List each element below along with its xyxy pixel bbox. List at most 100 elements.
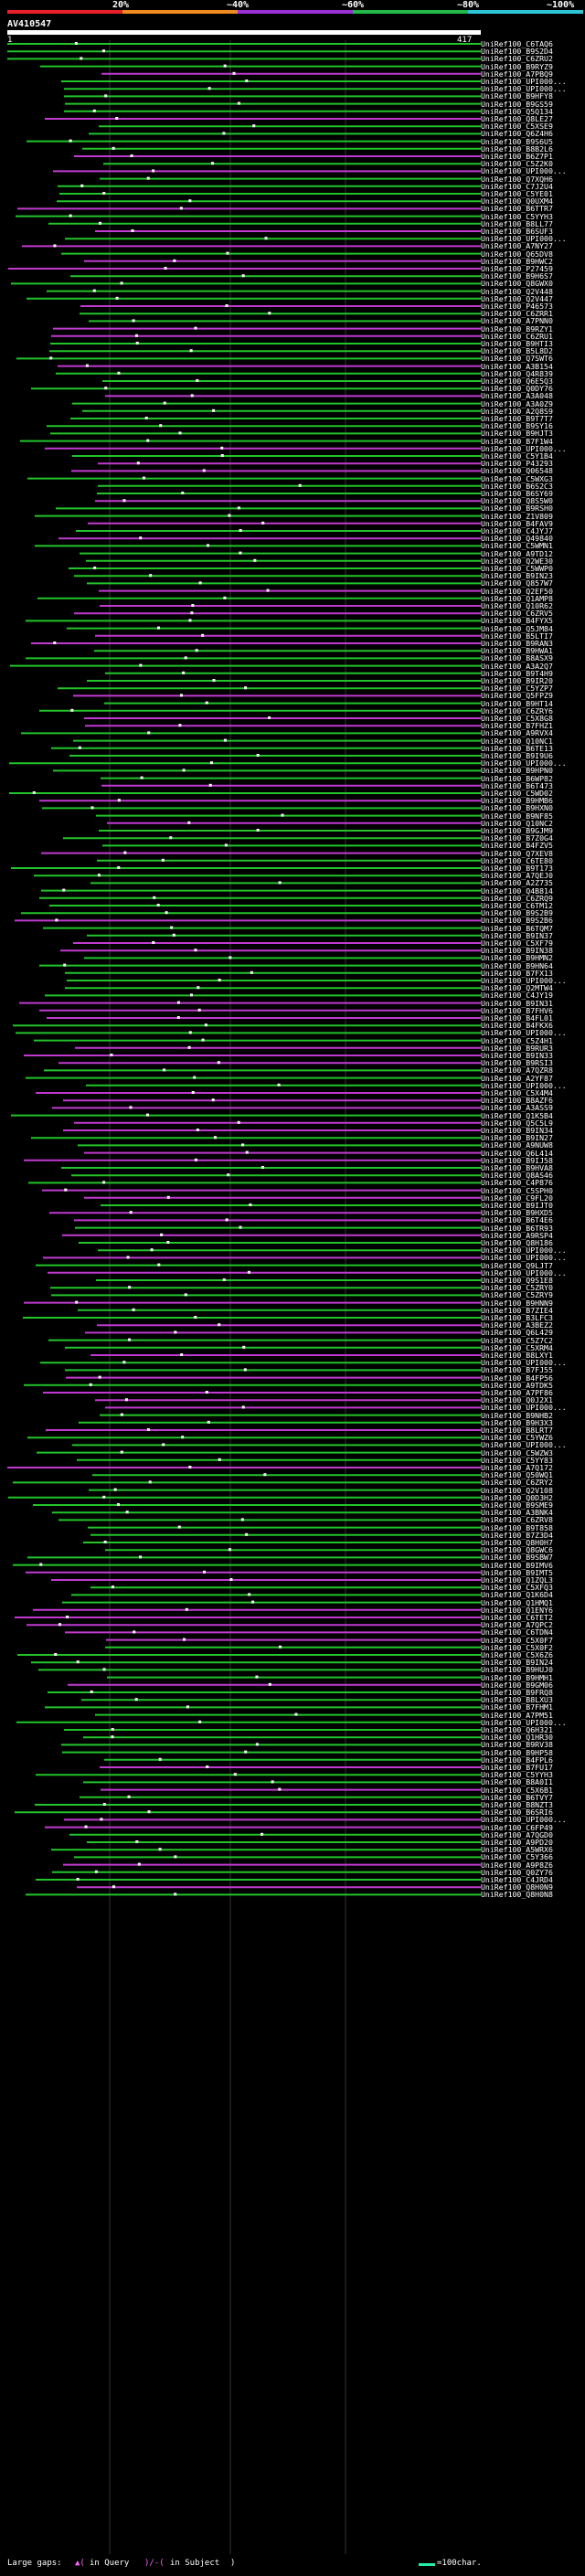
- hit-label[interactable]: UniRef100_C4JY19: [481, 991, 553, 1001]
- hit-label[interactable]: UniRef100_UPI000...: [481, 1267, 567, 1277]
- hit-label[interactable]: UniRef100_B9GM06: [481, 1680, 553, 1690]
- hit-label[interactable]: UniRef100_C5XF79: [481, 938, 553, 948]
- hit-label[interactable]: UniRef100_C5WWP0: [481, 564, 553, 573]
- hit-label[interactable]: UniRef100_UPI000...: [481, 1403, 567, 1413]
- hit-label[interactable]: UniRef100_B7FHZ1: [481, 721, 553, 731]
- hit-label[interactable]: UniRef100_C6ZRY6: [481, 705, 553, 716]
- hit-label[interactable]: UniRef100_UPI000...: [481, 443, 567, 453]
- hit-label[interactable]: UniRef100_B4FAV9: [481, 518, 553, 528]
- hit-label[interactable]: UniRef100_UPI000...: [481, 1028, 567, 1038]
- hit-label[interactable]: UniRef100_B9S2D4: [481, 47, 553, 57]
- hit-label[interactable]: UniRef100_B9T7T7: [481, 414, 553, 423]
- hit-label[interactable]: UniRef100_B9FRQ8: [481, 1688, 553, 1697]
- hit-label[interactable]: UniRef100_B9SY16: [481, 421, 553, 431]
- hit-label[interactable]: UniRef100_B6TQM7: [481, 923, 553, 933]
- hit-label[interactable]: UniRef100_Q8H186: [481, 1238, 553, 1247]
- hit-label[interactable]: UniRef100_A9NUW8: [481, 1140, 553, 1150]
- hit-label[interactable]: UniRef100_B9RSI3: [481, 1058, 553, 1068]
- hit-label[interactable]: UniRef100_B9IN34: [481, 1126, 553, 1135]
- hit-label[interactable]: UniRef100_B6SUF3: [481, 227, 553, 236]
- hit-label[interactable]: UniRef100_Q857W7: [481, 578, 553, 588]
- hit-label[interactable]: UniRef100_Q0ZY76: [481, 1867, 553, 1877]
- hit-label[interactable]: UniRef100_C5YWZ6: [481, 1433, 553, 1443]
- hit-label[interactable]: UniRef100_C4P876: [481, 1178, 553, 1188]
- hit-label[interactable]: UniRef100_B6T473: [481, 780, 553, 790]
- hit-label[interactable]: UniRef100_B8NZT3: [481, 1800, 553, 1809]
- hit-label[interactable]: UniRef100_B9HJT3: [481, 429, 553, 439]
- hit-label[interactable]: UniRef100_Q5Q134: [481, 106, 553, 116]
- hit-label[interactable]: UniRef100_B9T858: [481, 1522, 553, 1532]
- hit-label[interactable]: UniRef100_B9HMH1: [481, 1672, 553, 1682]
- hit-label[interactable]: UniRef100_B9RSH0: [481, 504, 553, 514]
- hit-label[interactable]: UniRef100_B8LXY1: [481, 1351, 553, 1360]
- hit-label[interactable]: UniRef100_Q9LJT7: [481, 1260, 553, 1270]
- hit-label[interactable]: UniRef100_UPI000...: [481, 77, 567, 86]
- hit-label[interactable]: UniRef100_C5Y1B4: [481, 451, 553, 461]
- hit-label[interactable]: UniRef100_B9HT14: [481, 698, 553, 708]
- hit-label[interactable]: UniRef100_Q65DV8: [481, 249, 553, 259]
- hit-label[interactable]: UniRef100_A2Z735: [481, 878, 553, 888]
- hit-label[interactable]: UniRef100_C5Z2K0: [481, 159, 553, 169]
- hit-label[interactable]: UniRef100_B9HXN0: [481, 803, 553, 813]
- hit-label[interactable]: UniRef100_B9IMT5: [481, 1567, 553, 1577]
- hit-label[interactable]: UniRef100_C6ZRR1: [481, 309, 553, 319]
- hit-label[interactable]: UniRef100_B7F1W4: [481, 436, 553, 446]
- hit-label[interactable]: UniRef100_B5LTI7: [481, 631, 553, 641]
- hit-label[interactable]: UniRef100_Q6E5Q3: [481, 376, 553, 386]
- hit-label[interactable]: UniRef100_B4FL01: [481, 1013, 553, 1023]
- hit-label[interactable]: UniRef100_C5Z7C2: [481, 1335, 553, 1345]
- hit-label[interactable]: UniRef100_C5YZP7: [481, 684, 553, 694]
- hit-label[interactable]: UniRef100_Q1ENY6: [481, 1605, 553, 1615]
- hit-label[interactable]: UniRef100_Q0J2X1: [481, 1395, 553, 1405]
- hit-label[interactable]: UniRef100_B4FYX5: [481, 616, 553, 626]
- hit-label[interactable]: UniRef100_UPI000...: [481, 1080, 567, 1090]
- hit-label[interactable]: UniRef100_C5X4M4: [481, 1088, 553, 1097]
- hit-label[interactable]: UniRef100_C6ZRY2: [481, 1478, 553, 1488]
- hit-label[interactable]: UniRef100_B4FPL6: [481, 1754, 553, 1765]
- hit-label[interactable]: UniRef100_C5XRM4: [481, 1342, 553, 1352]
- hit-label[interactable]: UniRef100_B9H6S7: [481, 271, 553, 281]
- hit-label[interactable]: UniRef100_Q6H321: [481, 1725, 553, 1734]
- hit-label[interactable]: UniRef100_Q2V447: [481, 293, 553, 303]
- hit-label[interactable]: UniRef100_Q2V108: [481, 1485, 553, 1495]
- hit-label[interactable]: UniRef100_B9SME9: [481, 1500, 553, 1510]
- hit-label[interactable]: UniRef100_A3ASS9: [481, 1103, 553, 1113]
- hit-label[interactable]: UniRef100_UPI000...: [481, 758, 567, 769]
- hit-label[interactable]: UniRef100_B6WP82: [481, 773, 553, 783]
- hit-label[interactable]: UniRef100_Q2WE30: [481, 556, 553, 566]
- hit-label[interactable]: UniRef100_B9RYZ9: [481, 61, 553, 71]
- hit-label[interactable]: UniRef100_B8ASX9: [481, 653, 553, 663]
- hit-label[interactable]: UniRef100_Q1ZQL3: [481, 1575, 553, 1585]
- hit-label[interactable]: UniRef100_Q8AS46: [481, 1171, 553, 1181]
- hit-label[interactable]: UniRef100_B6TTR7: [481, 204, 553, 214]
- hit-label[interactable]: UniRef100_B8AZF6: [481, 1096, 553, 1106]
- hit-label[interactable]: UniRef100_Q1K6D4: [481, 1590, 553, 1600]
- hit-label[interactable]: UniRef100_Q4B814: [481, 885, 553, 896]
- hit-label[interactable]: UniRef100_B7ZIE4: [481, 1305, 553, 1315]
- hit-label[interactable]: UniRef100_Q8LE27: [481, 114, 553, 123]
- hit-label[interactable]: UniRef100_B7FHM1: [481, 1702, 553, 1712]
- hit-label[interactable]: UniRef100_B7Z3D4: [481, 1530, 553, 1540]
- hit-label[interactable]: UniRef100_Q10NC2: [481, 818, 553, 828]
- hit-label[interactable]: UniRef100_B9IJT0: [481, 1201, 553, 1210]
- hit-label[interactable]: UniRef100_C5X0F7: [481, 1635, 553, 1645]
- hit-label[interactable]: UniRef100_C6ZRQ9: [481, 893, 553, 903]
- hit-label[interactable]: UniRef100_B9SBW7: [481, 1553, 553, 1563]
- hit-label[interactable]: UniRef100_B9HMN2: [481, 953, 553, 963]
- hit-label[interactable]: UniRef100_Q0UXM4: [481, 196, 553, 207]
- hit-label[interactable]: UniRef100_B9IN38: [481, 946, 553, 956]
- hit-label[interactable]: UniRef100_C6TM12: [481, 901, 553, 910]
- hit-label[interactable]: UniRef100_A9RVX4: [481, 728, 553, 738]
- hit-label[interactable]: UniRef100_C7J2U4: [481, 181, 553, 191]
- hit-label[interactable]: UniRef100_C5Y366: [481, 1852, 553, 1862]
- hit-label[interactable]: UniRef100_B6SY69: [481, 489, 553, 498]
- hit-label[interactable]: UniRef100_B9HVA8: [481, 1163, 553, 1172]
- hit-label[interactable]: UniRef100_C4JYJ7: [481, 526, 553, 535]
- hit-label[interactable]: UniRef100_Q7XQH6: [481, 174, 553, 184]
- hit-label[interactable]: UniRef100_Q06548: [481, 466, 553, 476]
- hit-label[interactable]: UniRef100_A3A0Z9: [481, 398, 553, 408]
- hit-label[interactable]: UniRef100_C6ZRU1: [481, 331, 553, 341]
- hit-label[interactable]: UniRef100_UPI000...: [481, 1246, 567, 1256]
- hit-label[interactable]: UniRef100_A2Q8S9: [481, 406, 553, 416]
- hit-label[interactable]: UniRef100_B7FU17: [481, 1763, 553, 1772]
